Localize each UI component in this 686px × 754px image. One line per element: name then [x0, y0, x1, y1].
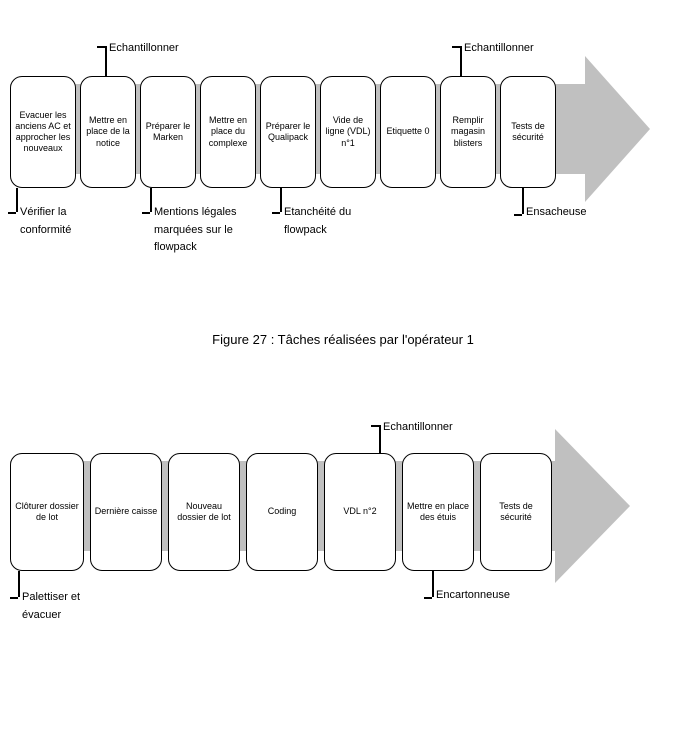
task-row: Clôturer dossier de lotDernière caisseNo…: [10, 453, 552, 571]
task-box: Remplir magasin blisters: [440, 76, 496, 188]
task-box: Préparer le Marken: [140, 76, 196, 188]
callout-tick: [272, 212, 280, 214]
callout-tick: [514, 214, 522, 216]
callout-tick: [105, 46, 107, 76]
callout-tick: [522, 188, 524, 214]
callout-label: Echantillonner: [109, 42, 179, 54]
callout-tick: [18, 571, 20, 597]
callout-label: Ensacheuse: [526, 206, 587, 218]
callout-label: Echantillonner: [464, 42, 534, 54]
callout-label: Echantillonner: [383, 421, 453, 433]
callout-tick: [460, 46, 462, 76]
task-box: Etiquette 0: [380, 76, 436, 188]
task-box: Tests de sécurité: [500, 76, 556, 188]
task-row: Evacuer les anciens AC et approcher les …: [10, 76, 556, 188]
callout-tick: [16, 188, 18, 212]
task-box: Préparer le Qualipack: [260, 76, 316, 188]
task-box: Mettre en place du complexe: [200, 76, 256, 188]
callout-tick: [142, 212, 150, 214]
task-box: Vide de ligne (VDL) n°1: [320, 76, 376, 188]
task-box: Clôturer dossier de lot: [10, 453, 84, 571]
callout-tick: [424, 597, 432, 599]
task-box: Nouveau dossier de lot: [168, 453, 240, 571]
task-box: Coding: [246, 453, 318, 571]
diagram-operator-2: Clôturer dossier de lotDernière caisseNo…: [10, 387, 676, 685]
figure-caption: Figure 27 : Tâches réalisées par l'opéra…: [10, 332, 676, 347]
callout-tick: [432, 571, 434, 597]
task-box: VDL n°2: [324, 453, 396, 571]
callout-label: Etanchéité du flowpack: [284, 204, 364, 239]
callout-tick: [8, 212, 16, 214]
callout-label: Mentions légales marquées sur le flowpac…: [154, 204, 264, 257]
task-box: Mettre en place de la notice: [80, 76, 136, 188]
task-box: Mettre en place des étuis: [402, 453, 474, 571]
callout-tick: [452, 46, 460, 48]
callout-tick: [10, 597, 18, 599]
task-box: Evacuer les anciens AC et approcher les …: [10, 76, 76, 188]
callout-tick: [97, 46, 105, 48]
callout-tick: [371, 425, 379, 427]
callout-label: Vérifier la conformité: [20, 204, 100, 239]
callout-label: Encartonneuse: [436, 589, 510, 601]
callout-tick: [150, 188, 152, 212]
diagram-operator-1: Evacuer les anciens AC et approcher les …: [10, 10, 676, 300]
task-box: Tests de sécurité: [480, 453, 552, 571]
callout-label: Palettiser et évacuer: [22, 589, 102, 624]
callout-tick: [280, 188, 282, 212]
callout-tick: [379, 425, 381, 453]
task-box: Dernière caisse: [90, 453, 162, 571]
